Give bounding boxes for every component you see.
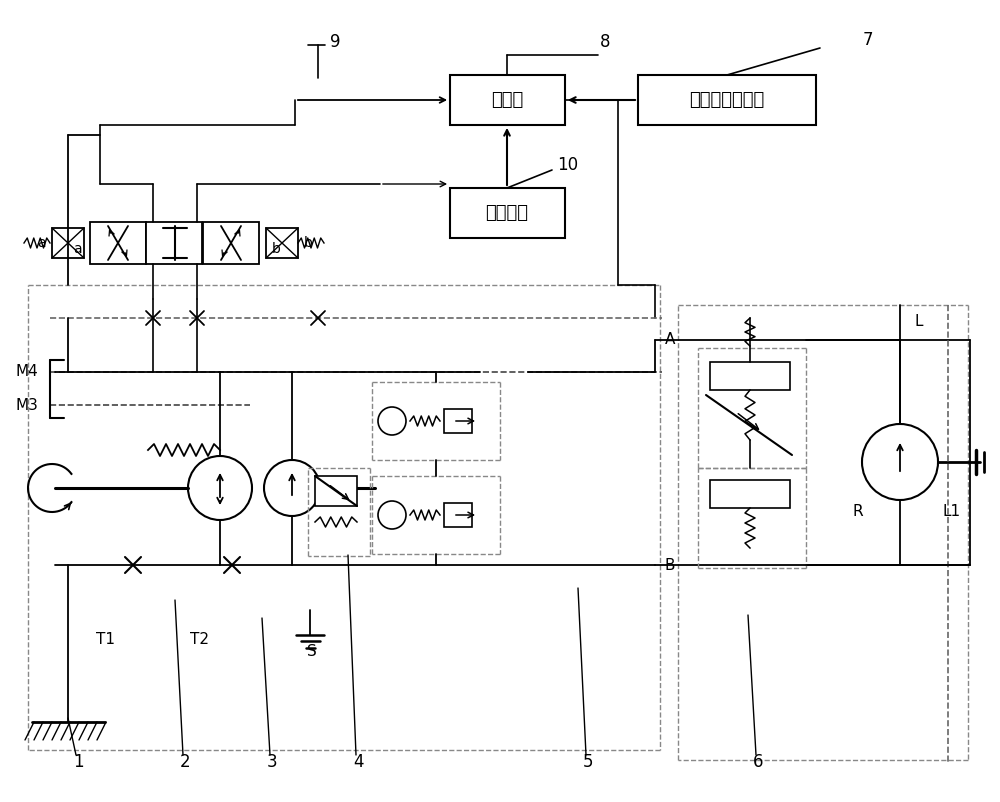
Text: S: S <box>307 645 317 659</box>
Text: T2: T2 <box>190 633 210 647</box>
Bar <box>90 222 146 264</box>
Bar <box>444 409 472 433</box>
Bar <box>638 75 816 125</box>
Text: 固有频率检测仪: 固有频率检测仪 <box>689 91 765 109</box>
Bar <box>266 228 298 258</box>
Text: 3: 3 <box>267 753 277 771</box>
Text: b: b <box>272 242 281 256</box>
Circle shape <box>378 501 406 529</box>
Text: M4: M4 <box>15 364 38 379</box>
Bar <box>450 188 565 238</box>
Text: L1: L1 <box>943 504 961 520</box>
Text: 9: 9 <box>330 33 340 51</box>
Bar <box>710 480 790 508</box>
Text: a: a <box>37 236 46 250</box>
Circle shape <box>264 460 320 516</box>
Bar <box>52 228 84 258</box>
Circle shape <box>378 407 406 435</box>
Bar <box>146 222 202 264</box>
Text: 1: 1 <box>73 753 83 771</box>
Bar <box>203 222 259 264</box>
Text: 8: 8 <box>600 33 610 51</box>
Text: 2: 2 <box>180 753 190 771</box>
Text: B: B <box>665 557 676 573</box>
Text: A: A <box>665 333 675 347</box>
Circle shape <box>188 456 252 520</box>
Text: 密实度仪: 密实度仪 <box>486 204 528 222</box>
Bar <box>450 75 565 125</box>
Text: 控制器: 控制器 <box>491 91 523 109</box>
Bar <box>444 503 472 527</box>
Circle shape <box>862 424 938 500</box>
Text: T1: T1 <box>96 633 114 647</box>
Text: 5: 5 <box>583 753 593 771</box>
Text: L: L <box>915 314 924 330</box>
Bar <box>710 362 790 390</box>
Text: M3: M3 <box>15 398 38 412</box>
Text: 4: 4 <box>353 753 363 771</box>
Text: 6: 6 <box>753 753 763 771</box>
Text: b: b <box>304 236 313 250</box>
Text: 10: 10 <box>557 156 579 174</box>
Text: a: a <box>73 242 82 256</box>
Text: R: R <box>853 504 863 520</box>
Bar <box>315 476 357 506</box>
Text: 7: 7 <box>863 31 873 49</box>
